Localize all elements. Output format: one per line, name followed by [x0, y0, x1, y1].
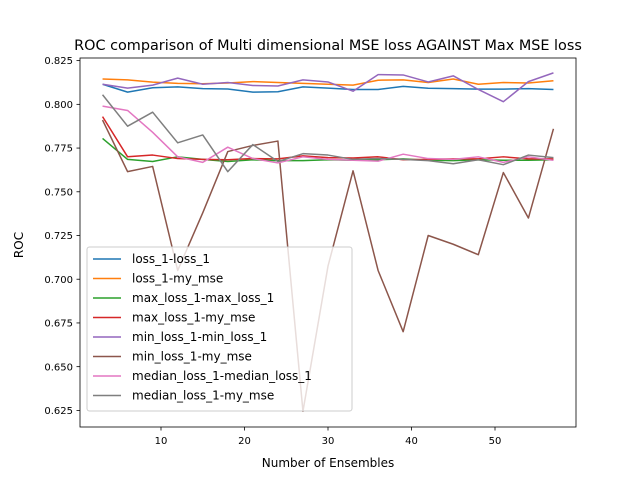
x-axis-label: Number of Ensembles	[262, 456, 395, 470]
y-tick-label-1: 0.650	[44, 362, 73, 373]
series-line-3	[101, 116, 554, 161]
y-axis-label: ROC	[12, 232, 26, 258]
y-tick-label-7: 0.800	[44, 100, 73, 111]
x-tick-label-3: 40	[405, 436, 418, 447]
plot-area: 10 20 30 40 50 0.625 0.650 0.675 0.700 0.725 0.750…	[44, 56, 577, 447]
legend-label-2: max_loss_1-max_loss_1	[132, 291, 274, 305]
legend-label-3: max_loss_1-my_mse	[132, 311, 255, 325]
x-tick-label-2: 30	[322, 436, 335, 447]
y-tick-label-2: 0.675	[44, 319, 73, 330]
chart-title: ROC comparison of Multi dimensional MSE …	[74, 38, 582, 54]
x-tick-label-4: 50	[489, 436, 502, 447]
x-tick-label-1: 20	[238, 436, 251, 447]
y-tick-label-6: 0.775	[44, 144, 73, 155]
legend-label-0: loss_1-loss_1	[132, 252, 210, 266]
y-tick-label-5: 0.750	[44, 187, 73, 198]
series-line-7	[101, 94, 554, 173]
legend-label-5: min_loss_1-my_mse	[132, 350, 252, 364]
x-tick-label-0: 10	[155, 436, 168, 447]
series-line-4	[102, 72, 554, 103]
y-tick-label-3: 0.700	[44, 275, 73, 286]
y-tick-label-0: 0.625	[44, 406, 73, 417]
legend-label-7: median_loss_1-my_mse	[132, 389, 274, 403]
series-line-6	[102, 105, 554, 164]
legend-box	[86, 246, 353, 412]
legend-label-6: median_loss_1-median_loss_1	[132, 369, 312, 383]
y-tick-label-8: 0.825	[44, 56, 73, 67]
legend: loss_1-loss_1 loss_1-my_mse max_loss_1-max…	[86, 246, 353, 412]
legend-label-1: loss_1-my_mse	[132, 272, 223, 286]
series-line-1	[102, 78, 554, 86]
legend-label-4: min_loss_1-min_loss_1	[132, 330, 267, 344]
y-tick-label-4: 0.725	[44, 231, 73, 242]
